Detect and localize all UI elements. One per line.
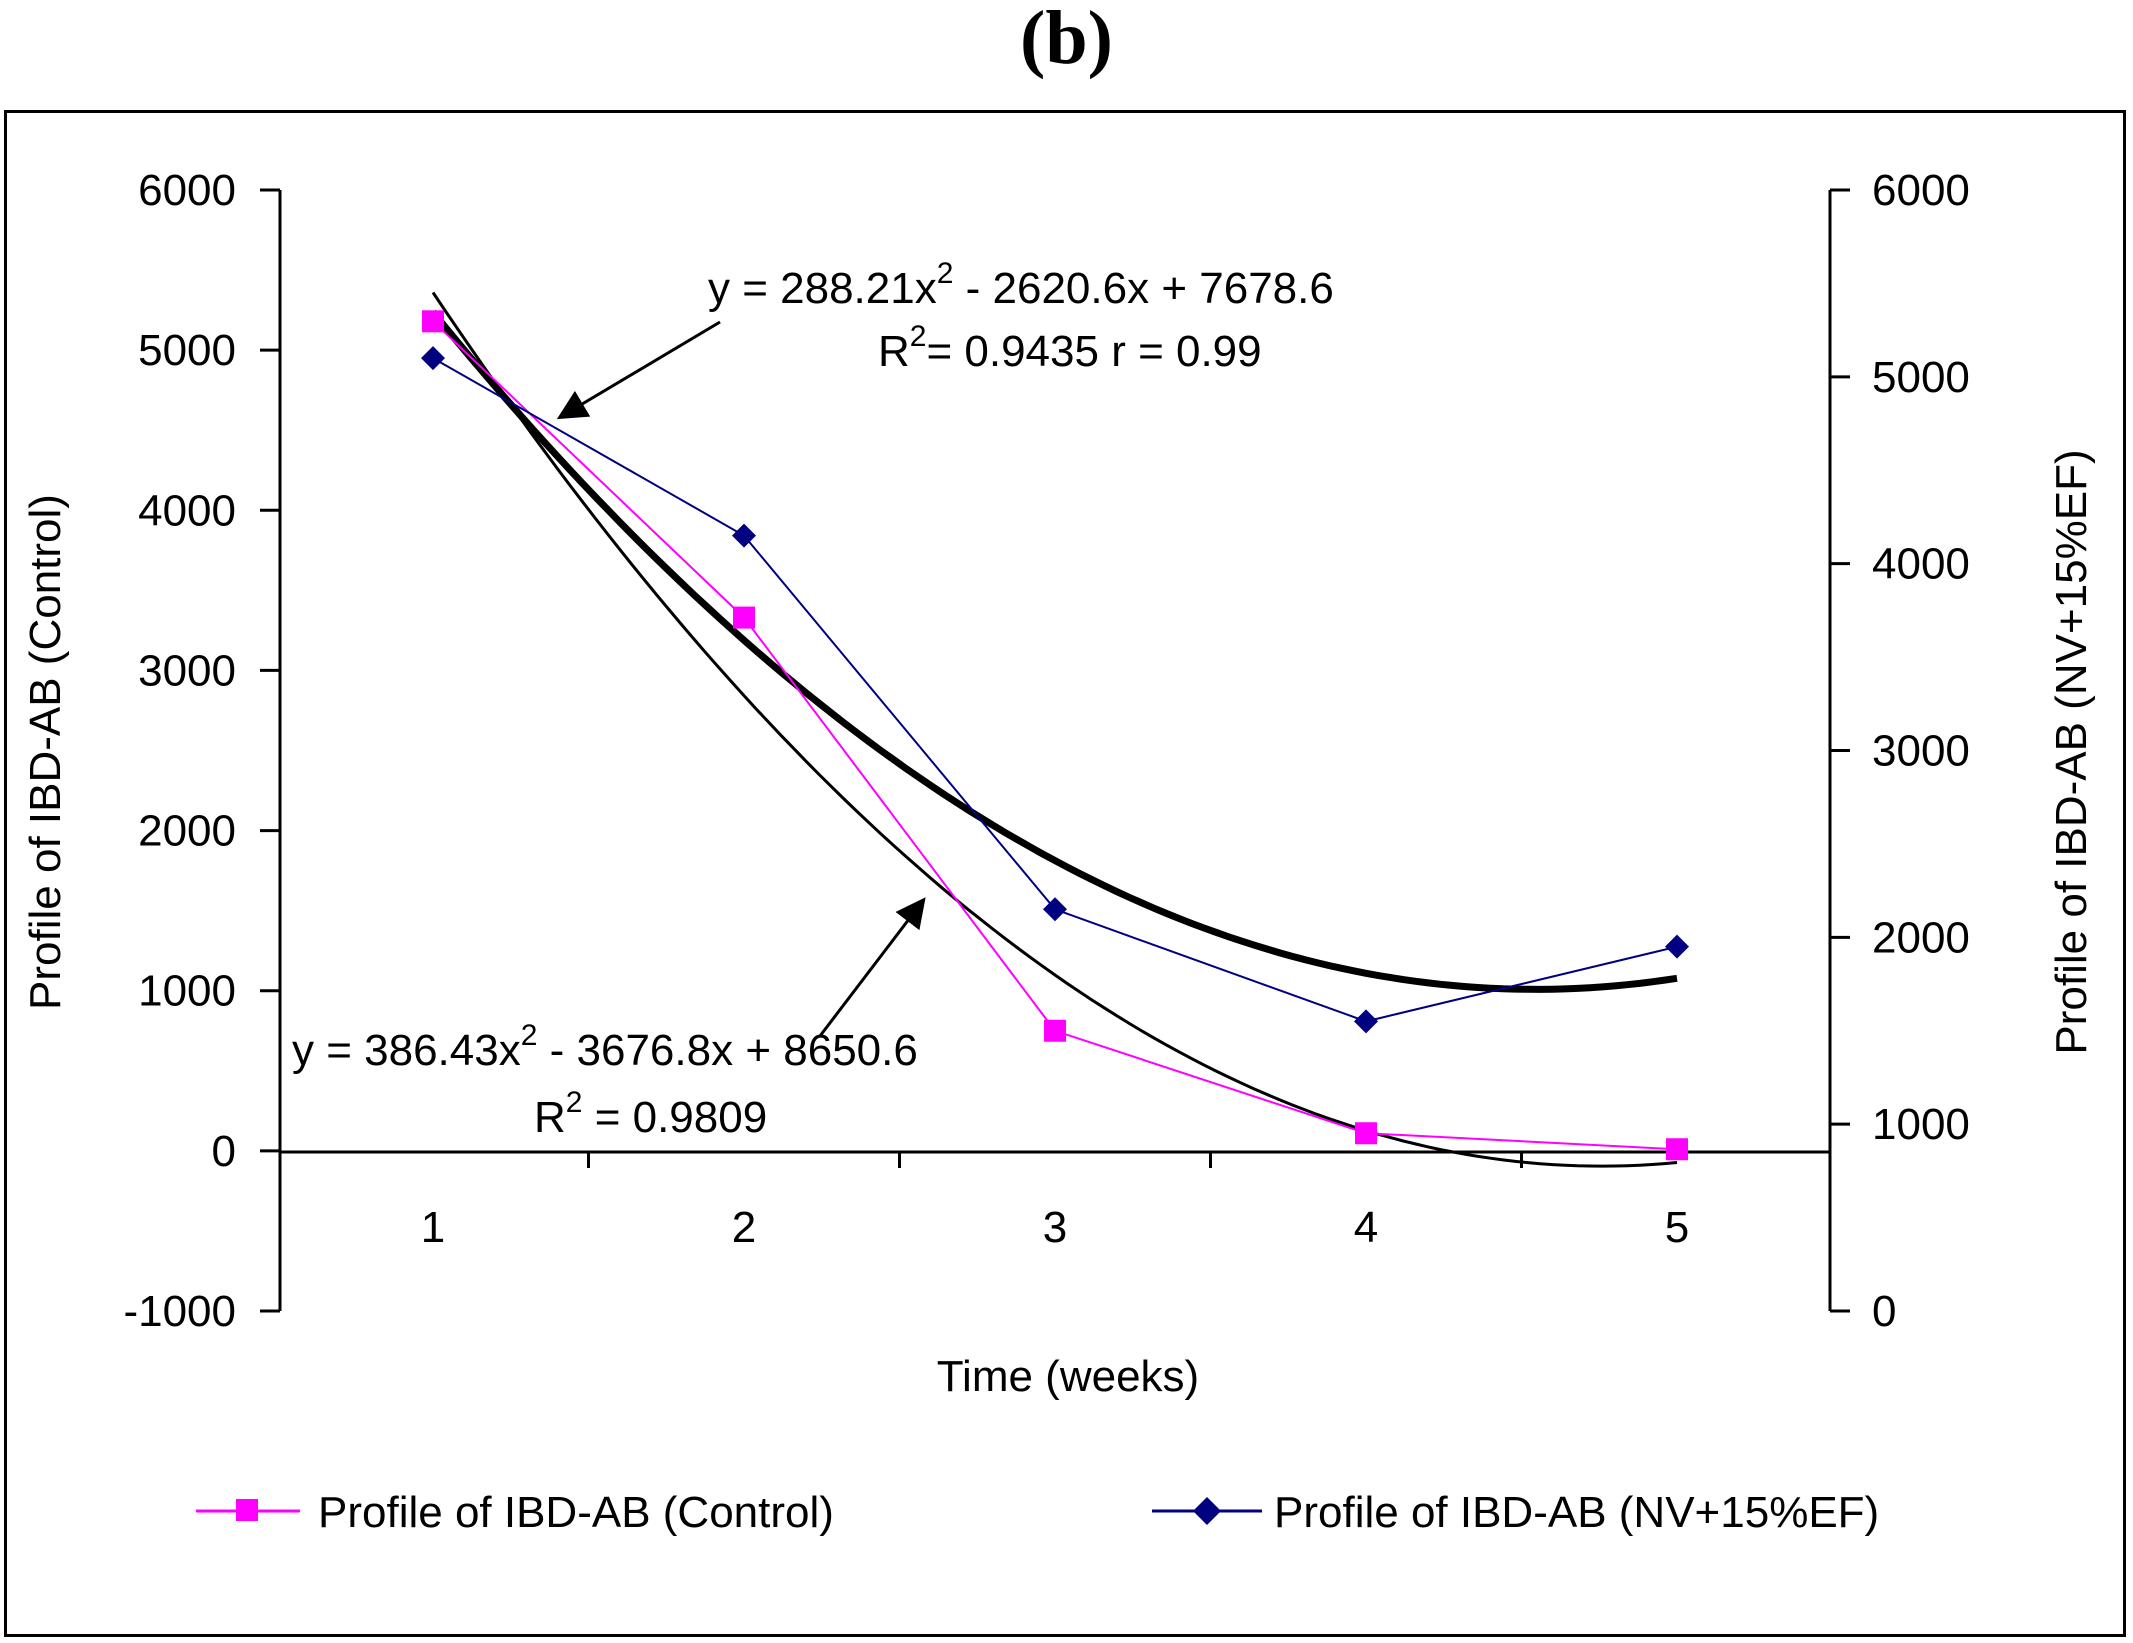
y-right-tick-label: 3000 — [1872, 727, 1970, 776]
y-right-tick-label: 0 — [1872, 1287, 1896, 1336]
y-right-tick-label: 6000 — [1872, 166, 1970, 215]
series-1-point — [1044, 1019, 1066, 1042]
series-1-point — [1355, 1122, 1377, 1145]
series-2-point — [732, 523, 756, 548]
x-tick-label: 5 — [1665, 1203, 1689, 1252]
trendline-1-equation: y = 288.21x2 - 2620.6x + 7678.6 — [708, 257, 1334, 313]
y-left-tick-label: 4000 — [138, 486, 236, 535]
trendline-1-arrow — [556, 320, 721, 420]
chart-frame — [4, 110, 2126, 1637]
plot-area: -1000 0 1000 2000 3000 4000 5000 6000 0 1000 2000 3… — [123, 166, 1969, 1336]
trendline-2-equation: y = 386.43x2 - 3676.8x + 8650.6 — [292, 1019, 918, 1075]
y-left-axis-title: Profile of IBD-AB (Control) — [21, 494, 70, 1010]
series-2-point — [1354, 1009, 1378, 1034]
y-left-tick-label: 5000 — [138, 326, 236, 375]
trendline-1-curve — [430, 309, 1678, 993]
y-right-axis-title: Profile of IBD-AB (NV+15%EF) — [2047, 449, 2096, 1054]
trendline-1-r2: R2= 0.9435 r = 0.99 — [878, 320, 1262, 376]
series-1-point — [733, 606, 755, 629]
y-right-tick-label: 4000 — [1872, 540, 1970, 589]
series-2-point — [421, 346, 445, 371]
y-left-tick-label: 1000 — [138, 967, 236, 1016]
panel-label: (b) — [1020, 0, 1113, 80]
trendline-2-arrow — [818, 897, 926, 1037]
trendline-2-r2: R2 = 0.9809 — [534, 1086, 767, 1142]
series-1-point — [422, 310, 444, 333]
x-tick-label: 2 — [732, 1203, 756, 1252]
y-left-tick-label: 0 — [212, 1127, 236, 1176]
y-right-tick-label: 5000 — [1872, 353, 1970, 402]
legend-nv-marker — [1193, 1497, 1221, 1525]
series-2-point — [1043, 897, 1067, 922]
y-left-tick-label: 6000 — [138, 166, 236, 215]
y-left-tick-label: 3000 — [138, 646, 236, 695]
legend-control-marker — [236, 1499, 258, 1521]
y-left-tick-label: -1000 — [123, 1287, 236, 1336]
x-tick-label: 3 — [1043, 1203, 1067, 1252]
series-2-point — [1665, 934, 1689, 959]
legend-control-label: Profile of IBD-AB (Control) — [318, 1488, 834, 1537]
series-1-point — [1666, 1138, 1688, 1161]
y-right-tick-label: 2000 — [1872, 913, 1970, 962]
legend-nv-label: Profile of IBD-AB (NV+15%EF) — [1274, 1488, 1879, 1537]
trendline-2-curve — [431, 291, 1678, 1168]
x-axis-title: Time (weeks) — [937, 1352, 1199, 1401]
series-2-line — [432, 357, 1678, 1023]
y-right-tick-label: 1000 — [1872, 1100, 1970, 1149]
x-tick-label: 4 — [1354, 1203, 1378, 1252]
x-tick-label: 1 — [421, 1203, 445, 1252]
y-left-tick-label: 2000 — [138, 807, 236, 856]
legend: Profile of IBD-AB (Control) Profile of I… — [196, 1488, 1879, 1537]
